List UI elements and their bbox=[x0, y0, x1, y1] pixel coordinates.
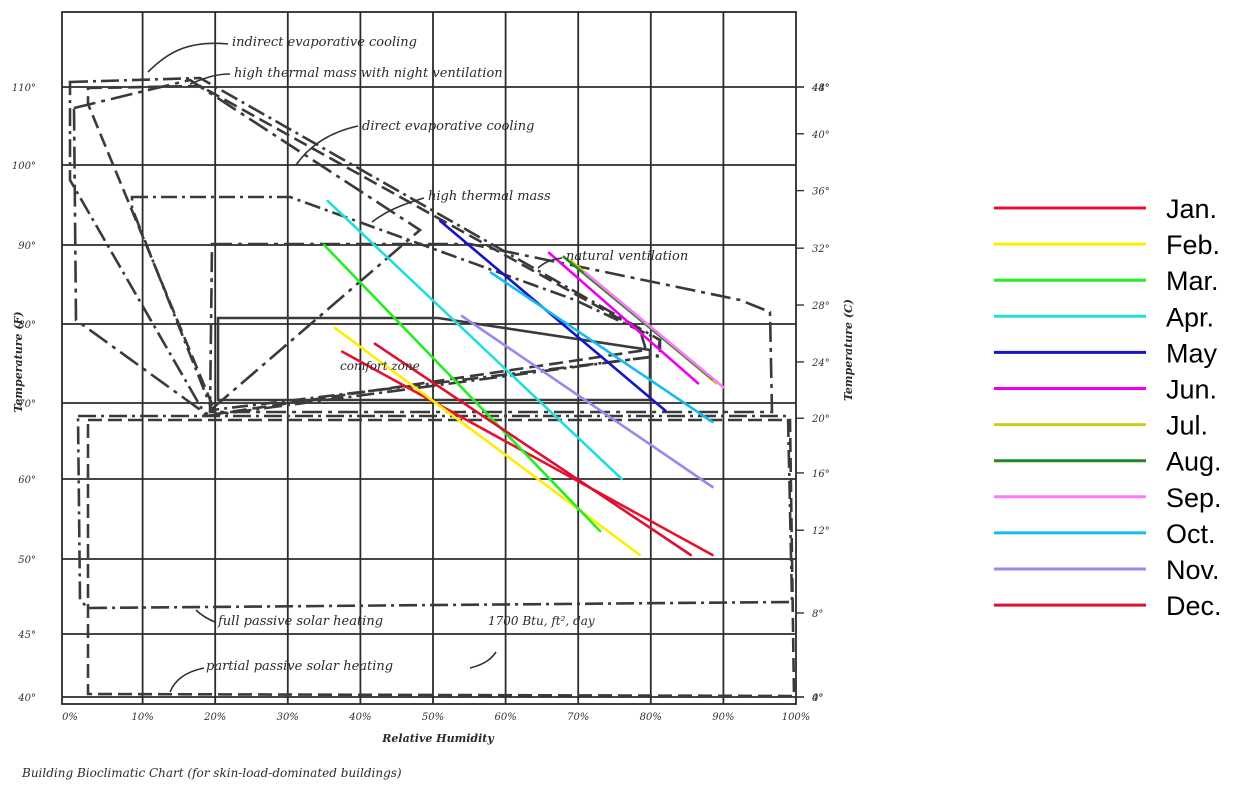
y-tick-label-right: 36° bbox=[812, 187, 830, 198]
zone-direct-evaporative bbox=[72, 78, 423, 416]
x-tick-label: 90% bbox=[712, 712, 734, 723]
legend-label-nov: Nov. bbox=[1166, 555, 1220, 585]
y-tick-label-left: 45° bbox=[17, 630, 36, 641]
y-tick-label-right: 4° bbox=[811, 693, 823, 704]
climate-zones bbox=[68, 76, 796, 698]
arrow-thermal bbox=[371, 197, 425, 223]
legend-label-may: May bbox=[1166, 338, 1218, 368]
series-line-oct bbox=[489, 271, 714, 424]
x-tick-label: 50% bbox=[422, 712, 444, 723]
zone-thermal-mass bbox=[130, 195, 662, 412]
y-tick-label-right: 44° bbox=[811, 83, 830, 94]
legend-label-oct: Oct. bbox=[1166, 519, 1216, 549]
monthly-lines bbox=[322, 199, 725, 557]
series-line-sep bbox=[584, 271, 725, 389]
arrow-indirect bbox=[147, 42, 229, 73]
label-comfort-zone: comfort zone bbox=[340, 359, 420, 373]
arrow-partial-passive-right bbox=[469, 651, 497, 669]
series-line-dec bbox=[373, 342, 693, 557]
y-tick-label-left: 90° bbox=[18, 241, 36, 252]
label-partial-passive: partial passive solar heating bbox=[206, 659, 393, 674]
series-line-jan bbox=[340, 350, 714, 557]
y-tick-label-left: 100° bbox=[12, 161, 36, 172]
arrow-ventilation bbox=[537, 257, 563, 269]
zone-full-passive-solar bbox=[76, 414, 794, 610]
series-line-apr bbox=[326, 199, 624, 481]
x-tick-label: 0% bbox=[62, 712, 78, 723]
zone-partial-passive-solar bbox=[86, 418, 796, 698]
arrow-full-passive bbox=[195, 609, 216, 623]
arrow-direct bbox=[295, 125, 359, 166]
y-tick-label-right: 32° bbox=[812, 244, 830, 255]
axis-ticks: 0% 10% 20% 30% 40% 50% 60% 70% 80% 90% 100% 40° 45° 5… bbox=[12, 83, 830, 723]
y-tick-label-left: 70° bbox=[18, 399, 36, 410]
y-tick-label-right: 0° bbox=[812, 693, 823, 704]
label-direct-evaporative: direct evaporative cooling bbox=[362, 119, 534, 134]
chart-caption: Building Bioclimatic Chart (for skin-loa… bbox=[21, 766, 402, 780]
x-tick-label: 80% bbox=[640, 712, 662, 723]
y-tick-label-right: 28° bbox=[811, 301, 830, 312]
series-line-mar bbox=[322, 243, 602, 533]
legend-label-aug: Aug. bbox=[1166, 447, 1222, 477]
label-full-passive-note: 1700 Btu, ft², day bbox=[488, 614, 595, 628]
x-tick-label: 100% bbox=[782, 712, 811, 723]
y-tick-label-left: 50° bbox=[18, 555, 36, 566]
legend-label-jul: Jul. bbox=[1166, 411, 1208, 441]
y-tick-label-right: 12° bbox=[812, 526, 830, 537]
legend: Jan. Feb. Mar. Apr. May Jun. Jul. Aug. Sep. Oct. N… bbox=[994, 194, 1222, 621]
label-full-passive: full passive solar heating bbox=[217, 614, 383, 629]
series-line-feb bbox=[333, 326, 642, 557]
y-tick-label-left: 110° bbox=[12, 83, 36, 94]
x-tick-label: 10% bbox=[131, 712, 153, 723]
legend-label-feb: Feb. bbox=[1166, 230, 1220, 260]
y-tick-label-right: 48° bbox=[811, 83, 830, 94]
legend-label-mar: Mar. bbox=[1166, 266, 1219, 296]
y-axis-title-left: Temperature (F) bbox=[12, 311, 25, 412]
y-tick-label-left: 80° bbox=[18, 320, 36, 331]
y-tick-label-right: 16° bbox=[812, 469, 830, 480]
y-tick-label-left: 40° bbox=[17, 693, 36, 704]
x-tick-label: 30% bbox=[277, 712, 299, 723]
zone-natural-ventilation bbox=[208, 242, 774, 414]
x-axis-title: Relative Humidity bbox=[381, 732, 495, 745]
y-tick-label-right: 20° bbox=[811, 414, 830, 425]
label-indirect-evaporative: indirect evaporative cooling bbox=[232, 35, 417, 50]
x-tick-label: 60% bbox=[494, 712, 516, 723]
y-tick-label-right: 8° bbox=[812, 609, 823, 620]
zone-comfort bbox=[216, 316, 652, 402]
legend-label-sep: Sep. bbox=[1166, 483, 1222, 513]
y-tick-label-right: 24° bbox=[811, 358, 830, 369]
x-tick-label: 40% bbox=[348, 712, 371, 723]
y-axis-title-right: Temperature (C) bbox=[842, 299, 855, 401]
y-tick-label-left: 60° bbox=[18, 475, 36, 486]
legend-label-jun: Jun. bbox=[1166, 375, 1217, 405]
chart-grid bbox=[61, 11, 797, 705]
series-line-nov bbox=[460, 314, 714, 489]
label-thermal-mass: high thermal mass bbox=[428, 189, 551, 204]
x-tick-label: 20% bbox=[203, 712, 226, 723]
x-tick-label: 70% bbox=[567, 712, 589, 723]
label-thermal-mass-night: high thermal mass with night ventilation bbox=[234, 66, 503, 81]
legend-label-apr: Apr. bbox=[1166, 302, 1214, 332]
legend-label-dec: Dec. bbox=[1166, 591, 1222, 621]
chart-frame bbox=[61, 11, 797, 705]
zone-labels: indirect evaporative cooling high therma… bbox=[206, 35, 688, 674]
legend-label-jan: Jan. bbox=[1166, 194, 1217, 224]
series-line-jun bbox=[547, 251, 700, 385]
label-natural-ventilation: natural ventilation bbox=[566, 249, 688, 264]
arrow-partial-passive bbox=[169, 667, 205, 693]
arrow-thermal-night bbox=[189, 73, 231, 85]
y-tick-label-right: 40° bbox=[811, 130, 830, 141]
zone-arrows bbox=[147, 42, 563, 693]
